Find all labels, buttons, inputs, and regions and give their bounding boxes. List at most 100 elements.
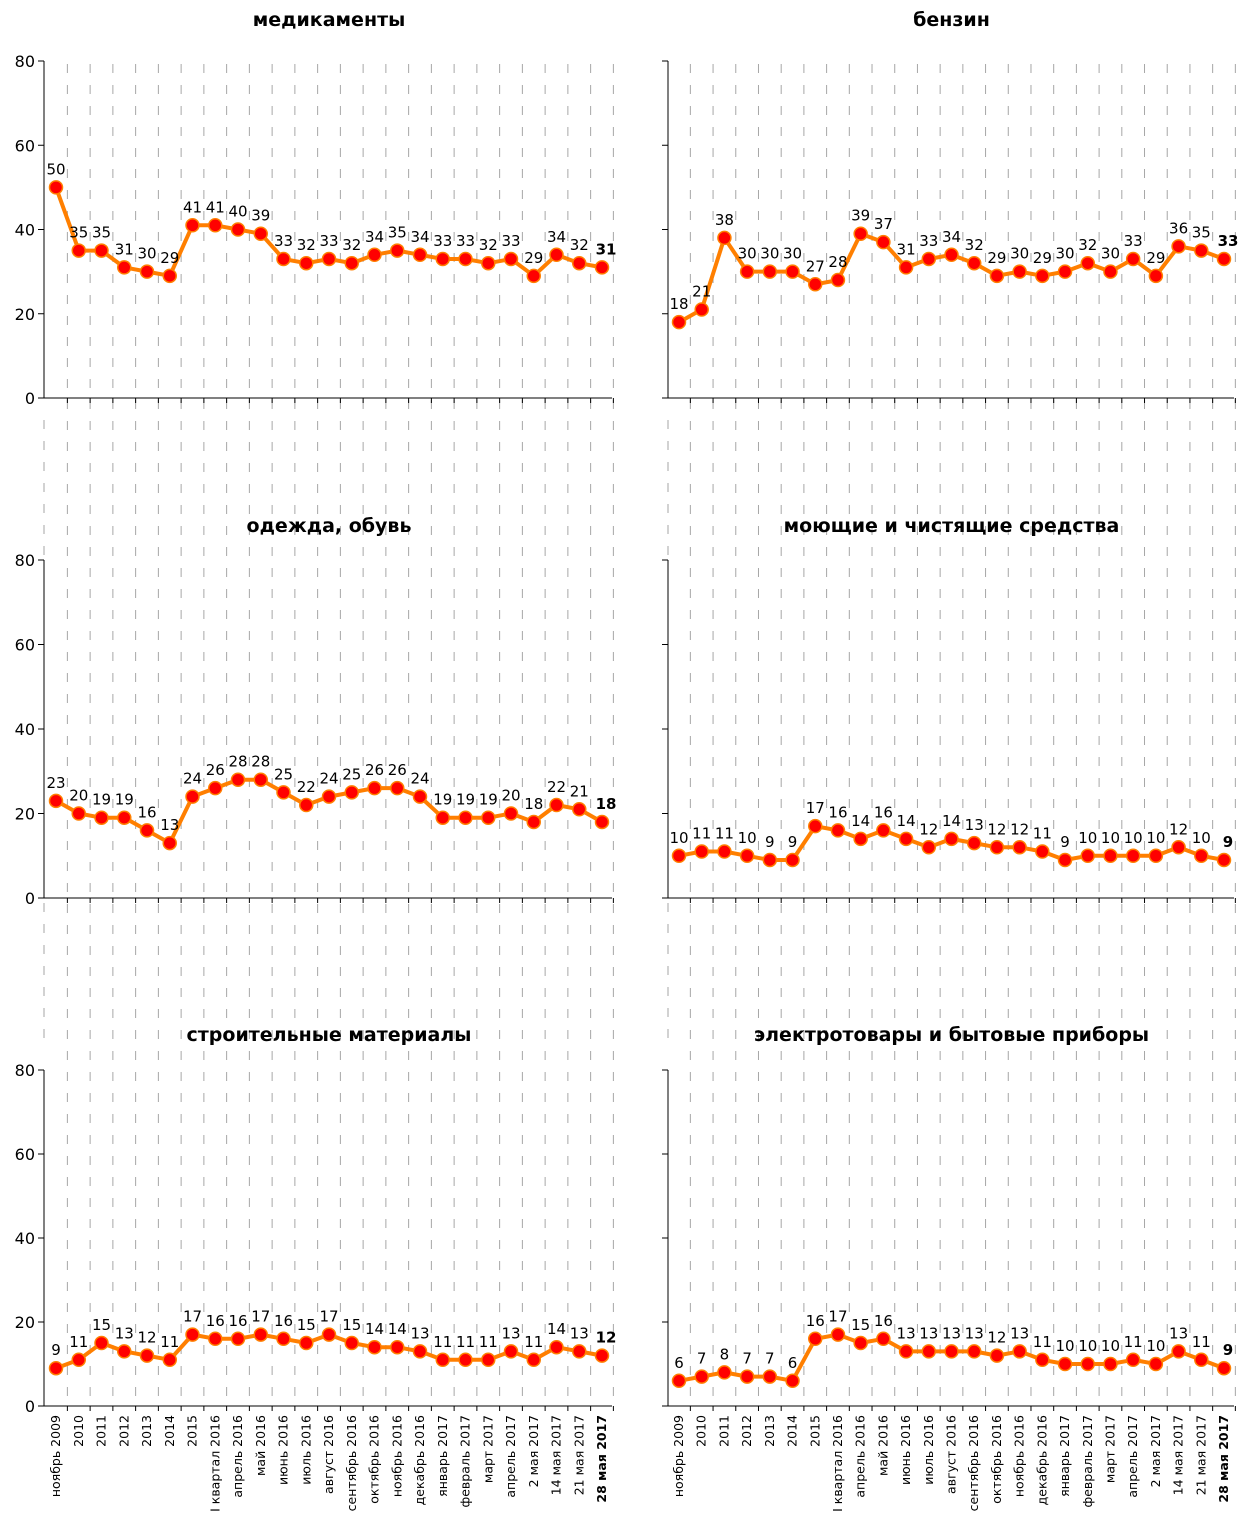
data-label: 19 xyxy=(433,791,452,809)
data-label: 11 xyxy=(692,825,711,843)
data-label: 10 xyxy=(738,829,757,847)
data-point xyxy=(1194,848,1209,863)
data-point xyxy=(989,268,1005,284)
x-tick-label: декабрь 2016 xyxy=(412,1415,427,1505)
data-label: 13 xyxy=(965,1324,984,1342)
data-label: 10 xyxy=(1146,1337,1165,1355)
data-point xyxy=(694,844,709,859)
data-point xyxy=(1148,1356,1164,1372)
data-label: 10 xyxy=(669,829,688,847)
data-label: 16 xyxy=(206,1312,225,1330)
data-point xyxy=(117,260,132,275)
data-point xyxy=(94,243,109,258)
data-label: 20 xyxy=(501,787,520,805)
data-point xyxy=(671,848,687,863)
x-tick-label: 2015 xyxy=(185,1415,200,1447)
data-label: 12 xyxy=(1169,820,1188,838)
data-label: 10 xyxy=(1101,829,1120,847)
data-point xyxy=(390,780,405,796)
data-label: 35 xyxy=(388,224,407,242)
data-label: 41 xyxy=(183,198,202,216)
data-label: 33 xyxy=(1124,232,1143,250)
data-point xyxy=(1148,268,1164,284)
data-label: 11 xyxy=(715,825,734,843)
data-label: 34 xyxy=(365,228,384,246)
data-point xyxy=(48,180,64,195)
x-tick-label: март 2017 xyxy=(1102,1415,1117,1483)
data-point xyxy=(94,810,109,825)
data-point xyxy=(1125,848,1141,863)
data-point xyxy=(299,255,314,271)
data-point xyxy=(435,810,450,825)
data-label: 13 xyxy=(965,816,984,834)
x-tick-label: 28 мая 2017 xyxy=(1216,1415,1231,1503)
x-tick-label: август 2016 xyxy=(944,1415,959,1494)
data-label: 30 xyxy=(783,245,802,263)
x-tick-label: сентябрь 2016 xyxy=(966,1415,981,1511)
data-label: 9 xyxy=(1060,833,1070,851)
data-label: 11 xyxy=(160,1333,179,1351)
data-point xyxy=(1035,1352,1050,1368)
data-label: 11 xyxy=(456,1333,475,1351)
x-tick-label: июнь 2016 xyxy=(276,1415,291,1485)
data-point xyxy=(898,1344,914,1359)
data-point xyxy=(876,1331,891,1347)
data-point xyxy=(830,823,846,838)
data-point xyxy=(412,247,428,263)
data-label: 16 xyxy=(228,1312,247,1330)
data-point xyxy=(48,1360,64,1376)
x-tick-label: 14 мая 2017 xyxy=(1171,1415,1186,1495)
data-point xyxy=(966,1344,982,1359)
data-label: 13 xyxy=(115,1324,134,1342)
data-label: 14 xyxy=(388,1320,407,1338)
data-label: 13 xyxy=(919,1324,938,1342)
data-label: 16 xyxy=(137,803,156,821)
data-label: 34 xyxy=(410,228,429,246)
x-tick-label: июнь 2016 xyxy=(898,1415,913,1485)
data-label: 10 xyxy=(1124,829,1143,847)
data-point xyxy=(989,1348,1005,1363)
data-point xyxy=(1171,840,1186,855)
data-point xyxy=(898,831,914,847)
data-point xyxy=(785,264,800,279)
data-label: 31 xyxy=(897,240,916,258)
x-tick-label: ноябрь 2016 xyxy=(1012,1415,1027,1497)
data-label: 30 xyxy=(137,245,156,263)
x-tick-label: 2012 xyxy=(116,1415,131,1447)
data-label: 22 xyxy=(297,778,316,796)
data-point xyxy=(717,230,732,246)
data-point xyxy=(1012,264,1027,279)
data-point xyxy=(853,226,868,241)
data-point xyxy=(785,1373,800,1389)
data-point xyxy=(503,806,519,821)
data-label: 11 xyxy=(433,1333,452,1351)
y-tick-label: 60 xyxy=(15,636,35,655)
x-tick-label: I квартал 2016 xyxy=(207,1415,222,1512)
x-tick-label: 2010 xyxy=(694,1415,709,1447)
panel-title: одежда, обувь xyxy=(247,515,412,537)
y-tick-label: 80 xyxy=(15,52,35,71)
data-point xyxy=(1080,848,1095,863)
data-label: 19 xyxy=(456,791,475,809)
data-label: 32 xyxy=(1078,236,1097,254)
data-point xyxy=(435,1352,450,1368)
data-point xyxy=(594,260,610,275)
x-tick-label: январь 2017 xyxy=(1057,1415,1072,1497)
data-label: 15 xyxy=(342,1316,361,1334)
data-label: 10 xyxy=(1101,1337,1120,1355)
y-tick-label: 20 xyxy=(15,805,35,824)
data-point xyxy=(481,810,496,825)
data-point xyxy=(671,314,687,330)
data-point xyxy=(321,1327,337,1342)
data-point xyxy=(808,1331,823,1347)
data-label: 30 xyxy=(1101,245,1120,263)
data-label: 26 xyxy=(388,761,407,779)
data-point xyxy=(299,797,314,813)
data-label: 13 xyxy=(1010,1324,1029,1342)
data-point xyxy=(1080,255,1095,271)
data-label: 38 xyxy=(715,211,734,229)
data-point xyxy=(253,226,268,241)
